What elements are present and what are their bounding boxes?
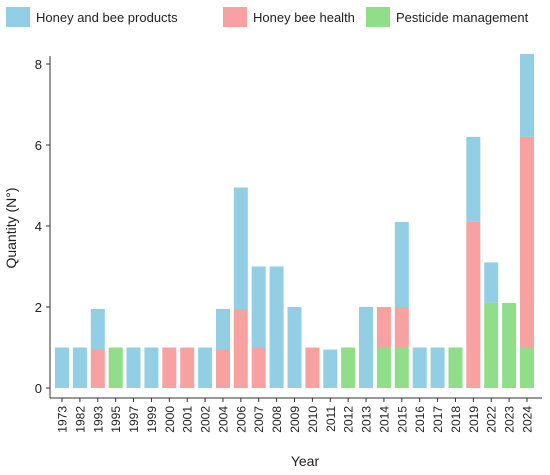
bar-honey-and-bee-products-1973 (55, 347, 69, 388)
bar-honey-bee-health-2007 (251, 347, 266, 388)
bar-honey-bee-health-2015 (394, 307, 409, 348)
bar-honey-bee-health-2019 (466, 222, 481, 388)
x-tick-label-1993: 1993 (91, 406, 105, 433)
bar-honey-and-bee-products-2011 (323, 349, 338, 388)
bar-pesticide-management-2024 (520, 347, 534, 388)
x-tick-label-2006: 2006 (234, 406, 248, 433)
bar-pesticide-management-2015 (394, 347, 409, 388)
x-tick-label-2001: 2001 (181, 406, 195, 433)
x-tick-label-2013: 2013 (360, 406, 374, 433)
legend-swatch-honey-and-bee-products (6, 7, 30, 27)
bar-honey-bee-health-2010 (305, 347, 320, 388)
bar-honey-and-bee-products-2015 (394, 222, 409, 307)
x-axis-title: Year (291, 453, 320, 469)
x-tick-label-2009: 2009 (288, 406, 302, 433)
bar-pesticide-management-1995 (108, 347, 123, 388)
bar-honey-and-bee-products-1999 (144, 347, 159, 388)
x-tick-label-2002: 2002 (199, 406, 213, 433)
bar-honey-bee-health-2001 (180, 347, 195, 388)
bar-honey-and-bee-products-2016 (412, 347, 427, 388)
x-tick-label-2008: 2008 (270, 406, 284, 433)
x-tick-label-2014: 2014 (377, 406, 391, 433)
bar-honey-bee-health-1993 (90, 349, 105, 388)
bar-honey-and-bee-products-2009 (287, 307, 302, 388)
bar-honey-and-bee-products-2022 (484, 262, 499, 303)
bar-honey-and-bee-products-2017 (430, 347, 445, 388)
bar-pesticide-management-2012 (341, 347, 356, 388)
bar-honey-and-bee-products-1982 (72, 347, 87, 388)
bar-honey-bee-health-2000 (162, 347, 177, 388)
y-tick-label-0: 0 (35, 381, 42, 396)
x-tick-label-2017: 2017 (431, 406, 445, 433)
bar-pesticide-management-2014 (376, 347, 391, 388)
x-tick-label-1999: 1999 (145, 406, 159, 433)
bars-layer (55, 53, 534, 388)
bar-honey-bee-health-2024 (520, 136, 534, 348)
x-tick-label-2004: 2004 (217, 406, 231, 433)
x-tick-label-2015: 2015 (395, 406, 409, 433)
x-tick-label-2022: 2022 (485, 406, 499, 433)
legend-swatch-honey-bee-health (223, 7, 247, 27)
legend-label-pesticide-management: Pesticide management (396, 9, 529, 25)
bar-honey-and-bee-products-2019 (466, 136, 481, 222)
x-tick-label-2007: 2007 (252, 406, 266, 433)
x-tick-label-2024: 2024 (521, 406, 535, 433)
x-tick-label-2012: 2012 (342, 406, 356, 433)
bar-honey-and-bee-products-2007 (251, 266, 266, 348)
y-tick-label-2: 2 (35, 300, 42, 315)
x-tick-label-2011: 2011 (324, 406, 338, 432)
bar-honey-and-bee-products-1997 (126, 347, 141, 388)
y-tick-label-4: 4 (35, 219, 42, 234)
x-tick-label-2000: 2000 (163, 406, 177, 433)
bar-pesticide-management-2023 (502, 302, 517, 388)
bar-honey-and-bee-products-2004 (216, 309, 230, 350)
x-tick-label-1997: 1997 (127, 406, 141, 433)
bar-honey-and-bee-products-2013 (359, 307, 373, 388)
legend-item-honey-and-bee-products: Honey and bee products (6, 6, 178, 28)
y-axis-ticks: 0 2 4 6 8 (35, 57, 50, 396)
x-tick-label-2019: 2019 (467, 406, 481, 433)
bar-honey-and-bee-products-2006 (233, 187, 248, 309)
bar-honey-bee-health-2006 (233, 309, 248, 388)
bar-honey-and-bee-products-2002 (198, 347, 213, 388)
x-tick-label-1973: 1973 (56, 406, 70, 433)
bar-honey-and-bee-products-1993 (90, 309, 105, 350)
bar-pesticide-management-2022 (484, 302, 499, 388)
x-tick-label-1995: 1995 (109, 406, 123, 433)
legend-item-honey-bee-health: Honey bee health (223, 6, 355, 28)
x-tick-label-2010: 2010 (306, 406, 320, 433)
x-tick-label-2023: 2023 (503, 406, 517, 433)
x-tick-label-2016: 2016 (413, 406, 427, 433)
legend-swatch-pesticide-management (366, 7, 390, 27)
bar-pesticide-management-2018 (448, 347, 463, 388)
y-tick-label-8: 8 (35, 57, 42, 72)
legend-item-pesticide-management: Pesticide management (366, 6, 528, 28)
x-tick-label-2018: 2018 (449, 406, 463, 433)
legend-label-honey-bee-health: Honey bee health (253, 9, 355, 25)
legend: Honey and bee products Honey bee health … (0, 0, 550, 34)
y-axis-title: Quantity (N°) (3, 187, 19, 268)
legend-label-honey-and-bee-products: Honey and bee products (36, 9, 178, 25)
bar-honey-and-bee-products-2008 (269, 266, 284, 388)
x-tick-label-1982: 1982 (73, 406, 87, 433)
bar-honey-bee-health-2004 (216, 349, 230, 388)
y-tick-label-6: 6 (35, 138, 42, 153)
x-axis-ticks: 1973 1982 1993 1995 1997 1999 2000 2001 2002 2004… (56, 398, 535, 433)
bar-honey-bee-health-2014 (376, 307, 391, 348)
bar-honey-and-bee-products-2024 (520, 53, 534, 137)
